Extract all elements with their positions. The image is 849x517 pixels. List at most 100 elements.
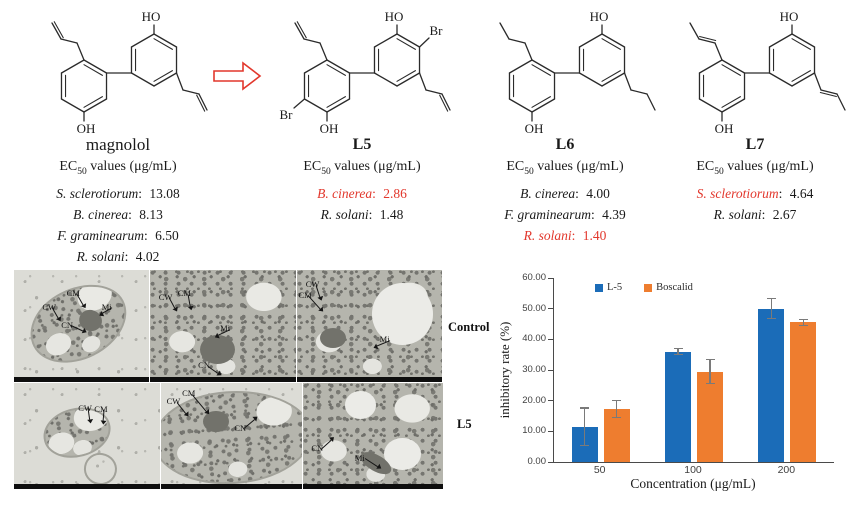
ec50-subscript: 50 bbox=[77, 166, 87, 177]
ec50-value: 1.40 bbox=[582, 227, 607, 243]
atom-label: HO bbox=[590, 9, 609, 24]
ec50-value: 4.02 bbox=[135, 248, 160, 264]
em-nucleus-blob bbox=[199, 334, 235, 365]
em-vacuole-blob bbox=[372, 283, 434, 346]
ec50-value: 4.39 bbox=[602, 206, 626, 222]
em-panel-control-2: CW CM Mi CN bbox=[150, 270, 296, 382]
ec50-line: B. cinerea: 2.86 bbox=[254, 183, 470, 204]
ec50-title: EC50 values (μg/mL) bbox=[647, 156, 849, 183]
colon: : bbox=[575, 185, 583, 201]
em-annotation: CM bbox=[67, 283, 85, 306]
em-annotation-label: CW bbox=[78, 402, 92, 413]
em-annotation-label: CW bbox=[305, 279, 320, 290]
atom-label: OH bbox=[525, 121, 544, 136]
error-bar-cap bbox=[798, 318, 808, 320]
ec50-prefix: EC bbox=[303, 159, 322, 174]
em-annotation-label: CN bbox=[198, 360, 210, 371]
legend-item: Boscalid bbox=[644, 282, 693, 293]
category-label: 200 bbox=[777, 464, 796, 476]
bar-chart: L-5 Boscalid inhibitory rate (%) 0.00 10.0… bbox=[487, 270, 849, 516]
em-annotation-label: CW bbox=[158, 291, 173, 302]
y-tick-label: 30.00 bbox=[522, 364, 546, 375]
em-annotation: CN bbox=[61, 315, 84, 332]
em-annotation: Mi bbox=[217, 318, 238, 336]
atom-label: Br bbox=[280, 107, 294, 122]
em-cell-body bbox=[161, 386, 302, 489]
y-tick-label: 20.00 bbox=[522, 394, 546, 406]
ec50-value: 2.67 bbox=[772, 206, 797, 222]
species-name: B. cinerea bbox=[520, 185, 576, 201]
colon: : bbox=[368, 206, 376, 222]
em-row-control: CM CW Mi CN CW CM Mi CN CW CM Mi bbox=[14, 270, 443, 382]
x-axis-label: Concentration (μg/mL) bbox=[630, 476, 756, 491]
colon: : bbox=[591, 206, 599, 222]
atom-label: OH bbox=[715, 121, 734, 136]
species-name: R. solani bbox=[713, 206, 762, 222]
error-bar-cap bbox=[612, 399, 622, 401]
em-micrograph-section: CM CW Mi CN CW CM Mi CN CW CM Mi CW CM CM CW CN bbox=[14, 270, 443, 489]
em-panel-control-1: CM CW Mi CN bbox=[14, 270, 149, 382]
ec50-suffix: values (μg/mL) bbox=[330, 159, 421, 174]
structure-magnolol: HO OH bbox=[51, 9, 208, 136]
error-bar-cap bbox=[580, 444, 590, 447]
ec50-line: S. sclerotiorum: 13.08 bbox=[10, 183, 226, 204]
ec50-value: 4.00 bbox=[586, 185, 610, 201]
error-bar-cap bbox=[766, 297, 776, 300]
bar-l-5-100 bbox=[665, 351, 691, 462]
em-annotation-label: Mi bbox=[220, 323, 230, 334]
y-tick-label: 10.00 bbox=[522, 425, 546, 437]
ec50-value: 13.08 bbox=[149, 185, 180, 201]
em-annotation-label: CM bbox=[182, 388, 196, 398]
category-label: 50 bbox=[593, 464, 606, 476]
ec50-line: F. graminearum: 6.50 bbox=[10, 225, 226, 246]
ec50-line: R. solani: 1.48 bbox=[254, 204, 470, 225]
legend-swatch bbox=[644, 283, 653, 292]
em-annotation: Mi bbox=[355, 448, 378, 468]
y-tick-label: 40.00 bbox=[522, 333, 546, 345]
colon: : bbox=[761, 206, 769, 222]
ec50-line: B. cinerea: 4.00 bbox=[457, 183, 673, 204]
colon: : bbox=[124, 248, 132, 264]
colon: : bbox=[128, 206, 136, 222]
em-annotation: CW bbox=[167, 391, 186, 414]
error-bar-cap bbox=[673, 347, 683, 350]
ec50-line: B. cinerea: 8.13 bbox=[10, 204, 226, 225]
ec50-prefix: EC bbox=[696, 159, 715, 174]
ec50-subscript: 50 bbox=[714, 166, 724, 177]
error-bar-cap bbox=[705, 383, 715, 385]
species-name: F. graminearum bbox=[504, 206, 591, 222]
error-bar-cap bbox=[673, 354, 683, 356]
structure-l6: HO OH bbox=[499, 9, 656, 136]
y-tick-mark bbox=[548, 308, 553, 310]
ec50-line: R. solani: 4.02 bbox=[10, 246, 226, 267]
error-bar bbox=[705, 358, 715, 385]
y-tick-mark bbox=[548, 461, 553, 463]
reaction-arrow-icon bbox=[213, 61, 262, 91]
species-name: R. solani bbox=[76, 248, 125, 264]
em-annotation-label: CW bbox=[42, 301, 57, 312]
y-tick-mark bbox=[548, 277, 553, 279]
atom-label: Br bbox=[430, 23, 444, 38]
em-row-label-control: Control bbox=[448, 320, 490, 334]
legend-swatch bbox=[595, 283, 603, 292]
y-tick-label: 0.00 bbox=[527, 456, 547, 467]
em-annotation-label: Mi bbox=[354, 452, 365, 463]
error-bar bbox=[580, 407, 590, 447]
ec50-value: 4.64 bbox=[789, 185, 814, 201]
ec50-subscript: 50 bbox=[524, 166, 534, 177]
em-row-l5: CW CM CM CW CN CN Mi bbox=[14, 383, 443, 489]
plot-area: 0.00 10.00 20.00 30.00 40.00 50.00 60.00 bbox=[522, 272, 834, 467]
error-bar-cap bbox=[766, 318, 776, 320]
em-annotation-label: CN bbox=[234, 422, 247, 433]
ec50-title: EC50 values (μg/mL) bbox=[457, 156, 673, 183]
y-tick-mark bbox=[548, 430, 553, 432]
ec50-prefix: EC bbox=[59, 159, 78, 174]
compound-name: L5 bbox=[352, 136, 372, 153]
colon: : bbox=[372, 185, 380, 201]
colon: : bbox=[144, 227, 152, 243]
compound-info-magnolol: magnolol EC50 values (μg/mL) S. sclerotior… bbox=[10, 134, 226, 267]
ec50-value: 2.86 bbox=[383, 185, 407, 201]
em-annotation-label: CM bbox=[66, 288, 80, 299]
em-annotation: CN bbox=[311, 438, 333, 453]
colon: : bbox=[138, 185, 146, 201]
